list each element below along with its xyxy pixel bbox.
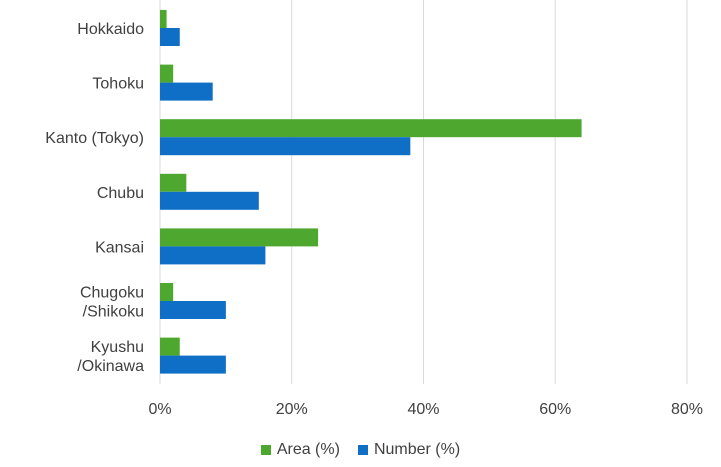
x-tick-label-4: 80%	[671, 401, 703, 418]
bar-area-2	[160, 119, 582, 138]
x-tick-label-3: 60%	[539, 401, 571, 418]
legend: Area (%) Number (%)	[0, 438, 721, 462]
bar-number-3	[160, 191, 259, 210]
category-label-5-line-1: /Shikoku	[83, 304, 144, 321]
x-tick-label-1: 20%	[276, 401, 308, 418]
bar-area-6	[160, 337, 180, 356]
bar-number-4	[160, 246, 266, 265]
bar-area-3	[160, 173, 187, 192]
bar-area-1	[160, 64, 174, 83]
legend-label-area: Area (%)	[276, 441, 340, 458]
category-label-0: Hokkaido	[77, 21, 144, 38]
bar-area-5	[160, 283, 174, 301]
category-label-6-line-1: /Okinawa	[77, 358, 144, 375]
x-tick-label-2: 40%	[407, 401, 439, 418]
bar-area-0	[160, 10, 167, 28]
bar-area-4	[160, 228, 319, 247]
bar-number-2	[160, 137, 411, 156]
legend-item-area: Area (%)	[260, 441, 340, 459]
legend-label-number: Number (%)	[373, 441, 461, 458]
category-label-6-line-0: Kyushu	[91, 339, 144, 356]
category-label-2: Kanto (Tokyo)	[45, 130, 144, 147]
category-label-3: Chubu	[97, 185, 144, 202]
bar-number-0	[160, 28, 180, 46]
category-label-4: Kansai	[95, 239, 144, 256]
bar-number-6	[160, 355, 226, 374]
legend-swatch-number	[357, 445, 368, 455]
x-tick-label-0: 0%	[148, 401, 171, 418]
bar-number-1	[160, 82, 213, 101]
category-label-5-line-0: Chugoku	[80, 285, 144, 302]
bar-number-5	[160, 301, 226, 319]
legend-swatch-area	[260, 445, 271, 455]
legend-item-number: Number (%)	[357, 441, 461, 459]
category-label-1: Tohoku	[92, 76, 144, 93]
